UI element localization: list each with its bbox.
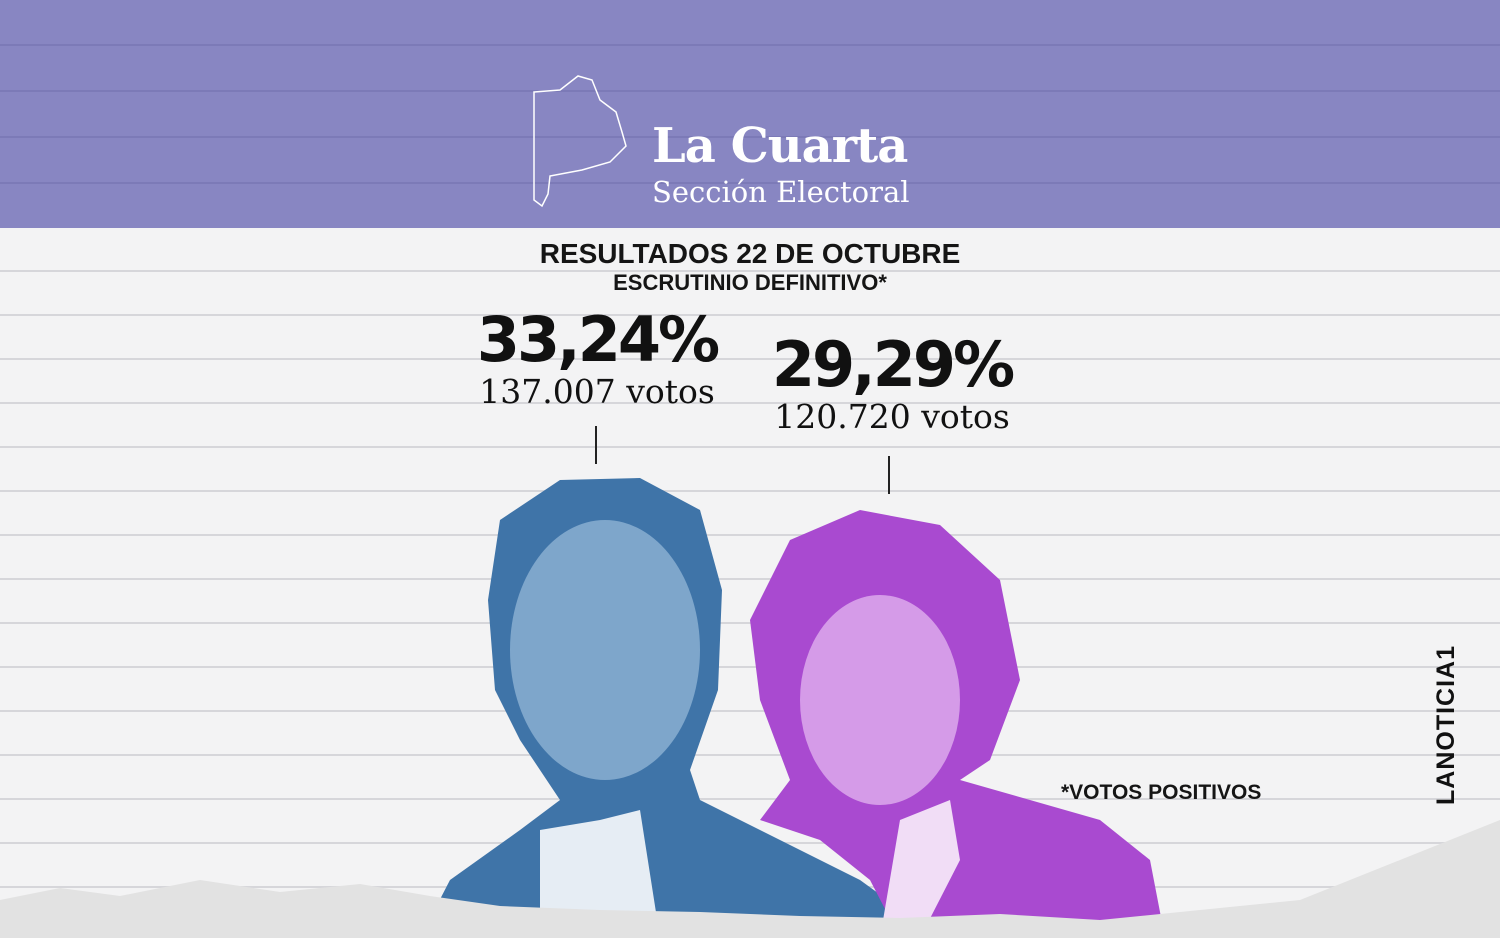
candidate-2-result: 29,29% 120.720 votos: [757, 333, 1027, 437]
candidate-1-pointer-line: [595, 426, 597, 464]
candidate-2-pointer-line: [888, 456, 890, 494]
brand-subtitle: Sección Electoral: [652, 175, 910, 209]
buenos-aires-map-icon: [533, 75, 627, 208]
results-title: RESULTADOS 22 DE OCTUBRE: [539, 238, 961, 269]
header-banner: [0, 0, 1500, 228]
lined-paper-background: [0, 228, 1500, 938]
candidate-1-photo: [420, 478, 940, 938]
footnote: *VOTOS POSITIVOS: [1061, 781, 1262, 804]
candidate-1-result: 33,24% 137.007 votos: [462, 308, 732, 412]
source-logo: LANOTICIA1: [1432, 645, 1460, 805]
brand-name: La Cuarta: [652, 118, 908, 174]
candidate-1-votes: 137.007 votos: [479, 372, 715, 411]
candidate-2-percent: 29,29%: [771, 328, 1015, 401]
candidate-1-percent: 33,24%: [476, 303, 720, 376]
torn-paper-edge: [0, 820, 1500, 938]
results-subtitle: ESCRUTINIO DEFINITIVO*: [613, 270, 887, 295]
candidate-2-votes: 120.720 votos: [774, 397, 1010, 436]
candidate-2-photo: [750, 510, 1165, 938]
brand: La Cuarta Sección Electoral: [652, 118, 910, 210]
